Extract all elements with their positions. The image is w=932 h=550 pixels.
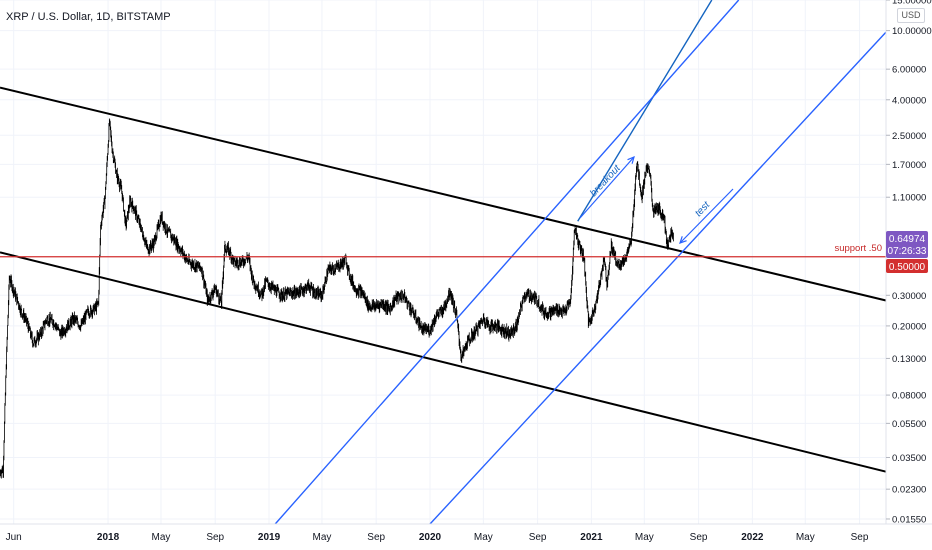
price-tick-label: 1.10000: [892, 193, 926, 204]
time-tick-label: 2019: [258, 532, 281, 543]
trend-lines: [0, 0, 887, 525]
price-tick-label: 10.00000: [892, 26, 932, 37]
time-tick-label: 2021: [580, 532, 603, 543]
time-tick-label: Sep: [851, 532, 869, 543]
trend-line: [274, 0, 740, 525]
test-label: test: [693, 199, 713, 219]
test-arrow-head: [679, 236, 687, 244]
price-axis[interactable]: 15.00000 10.00000 6.00000 4.00000 2.50000 1.7…: [886, 0, 932, 525]
support-price-badge-bg: [886, 259, 928, 273]
time-tick-label: Sep: [206, 532, 224, 543]
countdown-label: 07:26:33: [888, 246, 927, 257]
price-tick-label: 4.00000: [892, 95, 926, 106]
trend-line: [429, 31, 887, 525]
price-series: [0, 118, 674, 479]
support-price-label: 0.50000: [889, 262, 926, 273]
price-tick-label: 15.00000: [892, 0, 932, 7]
price-tick-label: 0.08000: [892, 391, 926, 402]
trend-line: [577, 0, 713, 222]
time-tick-label: 2018: [97, 532, 120, 543]
time-tick-label: May: [152, 532, 171, 543]
time-tick-label: May: [312, 532, 331, 543]
time-tick-label: Sep: [690, 532, 708, 543]
price-tick-label: 0.03500: [892, 453, 926, 464]
price-tick-label: 2.50000: [892, 131, 926, 142]
time-axis[interactable]: Jun 2018 May Sep 2019 May Sep 2020 May Sep 2021 May…: [6, 532, 869, 543]
time-tick-label: Sep: [367, 532, 385, 543]
current-price-badge: 0.64974 07:26:33: [886, 231, 928, 258]
price-tick-label: 0.05500: [892, 419, 926, 430]
grid: [0, 0, 886, 524]
breakout-arrow: [579, 156, 635, 219]
current-price-badge-bg: [886, 231, 928, 258]
support-price-badge: 0.50000: [886, 259, 928, 273]
breakout-arrow-head: [627, 155, 635, 164]
time-tick-label: Sep: [529, 532, 547, 543]
price-tick-label: 0.02300: [892, 485, 926, 496]
time-tick-label: May: [635, 532, 654, 543]
breakout-label: breakout: [588, 162, 623, 199]
time-tick-label: May: [796, 532, 815, 543]
price-tick-label: 0.13000: [892, 354, 926, 365]
current-price-label: 0.64974: [889, 234, 926, 245]
time-tick-label: Jun: [6, 532, 22, 543]
time-tick-label: 2022: [741, 532, 764, 543]
test-arrow: [679, 188, 734, 244]
trend-line: [0, 86, 887, 302]
price-tick-label: 0.01550: [892, 514, 926, 525]
price-tick-label: 0.20000: [892, 321, 926, 332]
trend-line: [0, 251, 887, 473]
price-tick-label: 0.30000: [892, 291, 926, 302]
price-tick-label: 1.70000: [892, 160, 926, 171]
price-tick-label: 6.00000: [892, 65, 926, 76]
annotation-arrows: [579, 155, 734, 244]
support-label: support .50: [834, 243, 882, 254]
time-tick-label: 2020: [419, 532, 442, 543]
currency-button[interactable]: USD: [897, 8, 925, 23]
time-tick-label: May: [474, 532, 493, 543]
chart-title: XRP / U.S. Dollar, 1D, BITSTAMP: [6, 11, 171, 23]
